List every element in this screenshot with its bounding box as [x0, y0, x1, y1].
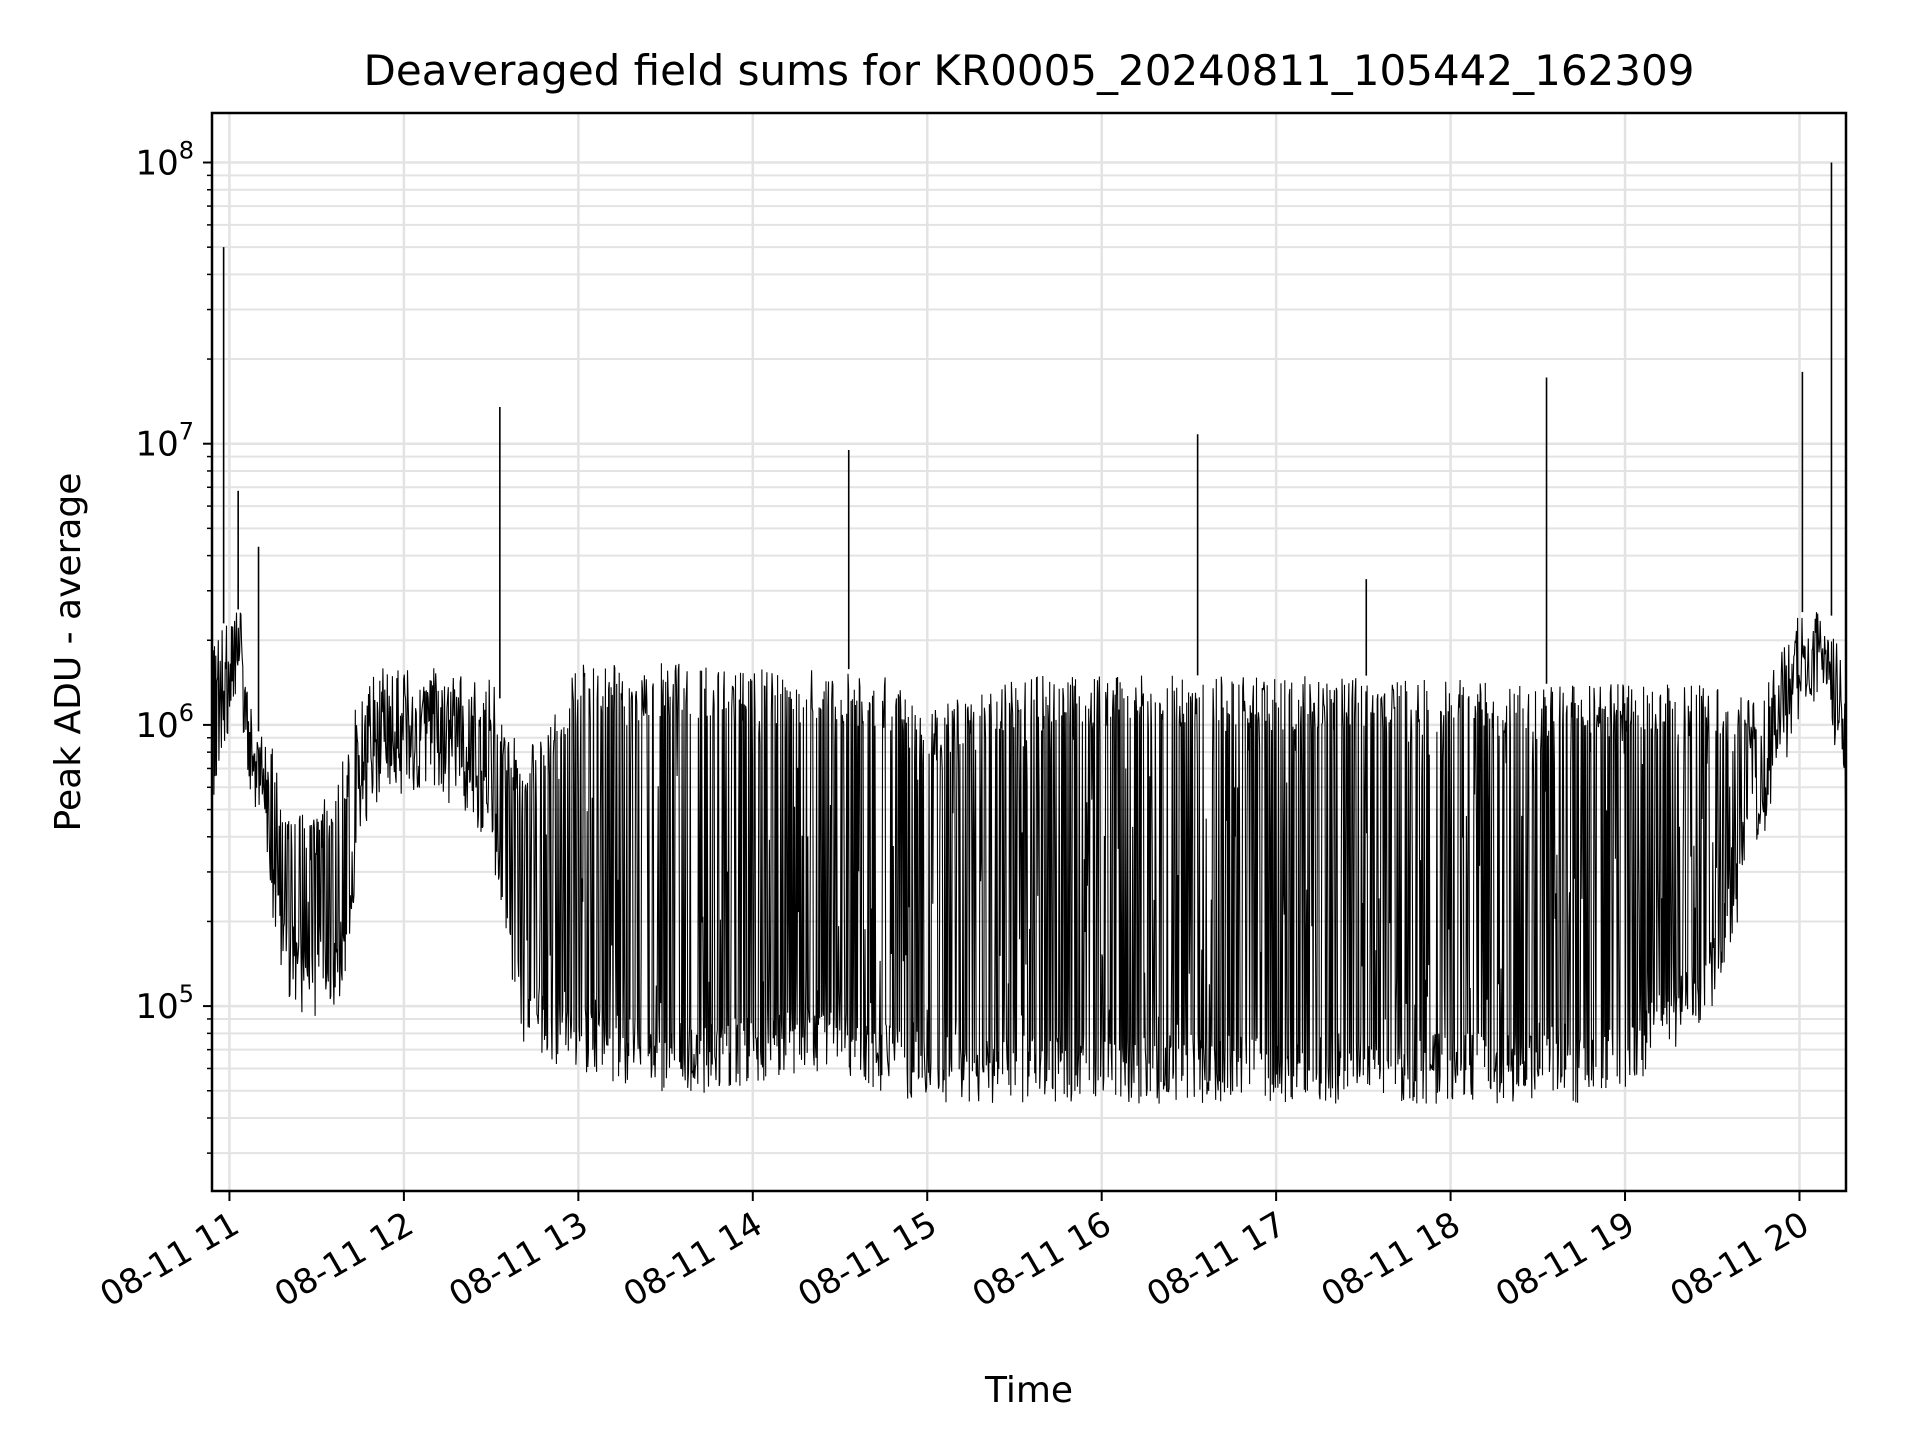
y-tick-label: 106 — [135, 699, 194, 746]
x-axis-label: Time — [984, 1370, 1073, 1411]
y-tick-base: 10 — [135, 987, 178, 1027]
chart-title: Deaveraged field sums for KR0005_2024081… — [364, 46, 1695, 95]
plot-frame — [210, 111, 1848, 1193]
y-tick-exponent: 8 — [179, 137, 194, 165]
y-tick-base: 10 — [135, 425, 178, 465]
signal-line — [211, 612, 1847, 1104]
data-layer — [211, 162, 1847, 1104]
y-tick-label: 105 — [135, 980, 194, 1027]
y-axis-label: Peak ADU - average — [48, 473, 89, 832]
y-tick-base: 10 — [135, 144, 178, 184]
y-tick-label: 108 — [135, 137, 194, 184]
y-tick-exponent: 7 — [179, 418, 194, 446]
y-tick-base: 10 — [135, 706, 178, 746]
y-tick-exponent: 6 — [179, 699, 194, 727]
y-tick-label: 107 — [135, 418, 194, 465]
y-tick-exponent: 5 — [179, 980, 194, 1008]
